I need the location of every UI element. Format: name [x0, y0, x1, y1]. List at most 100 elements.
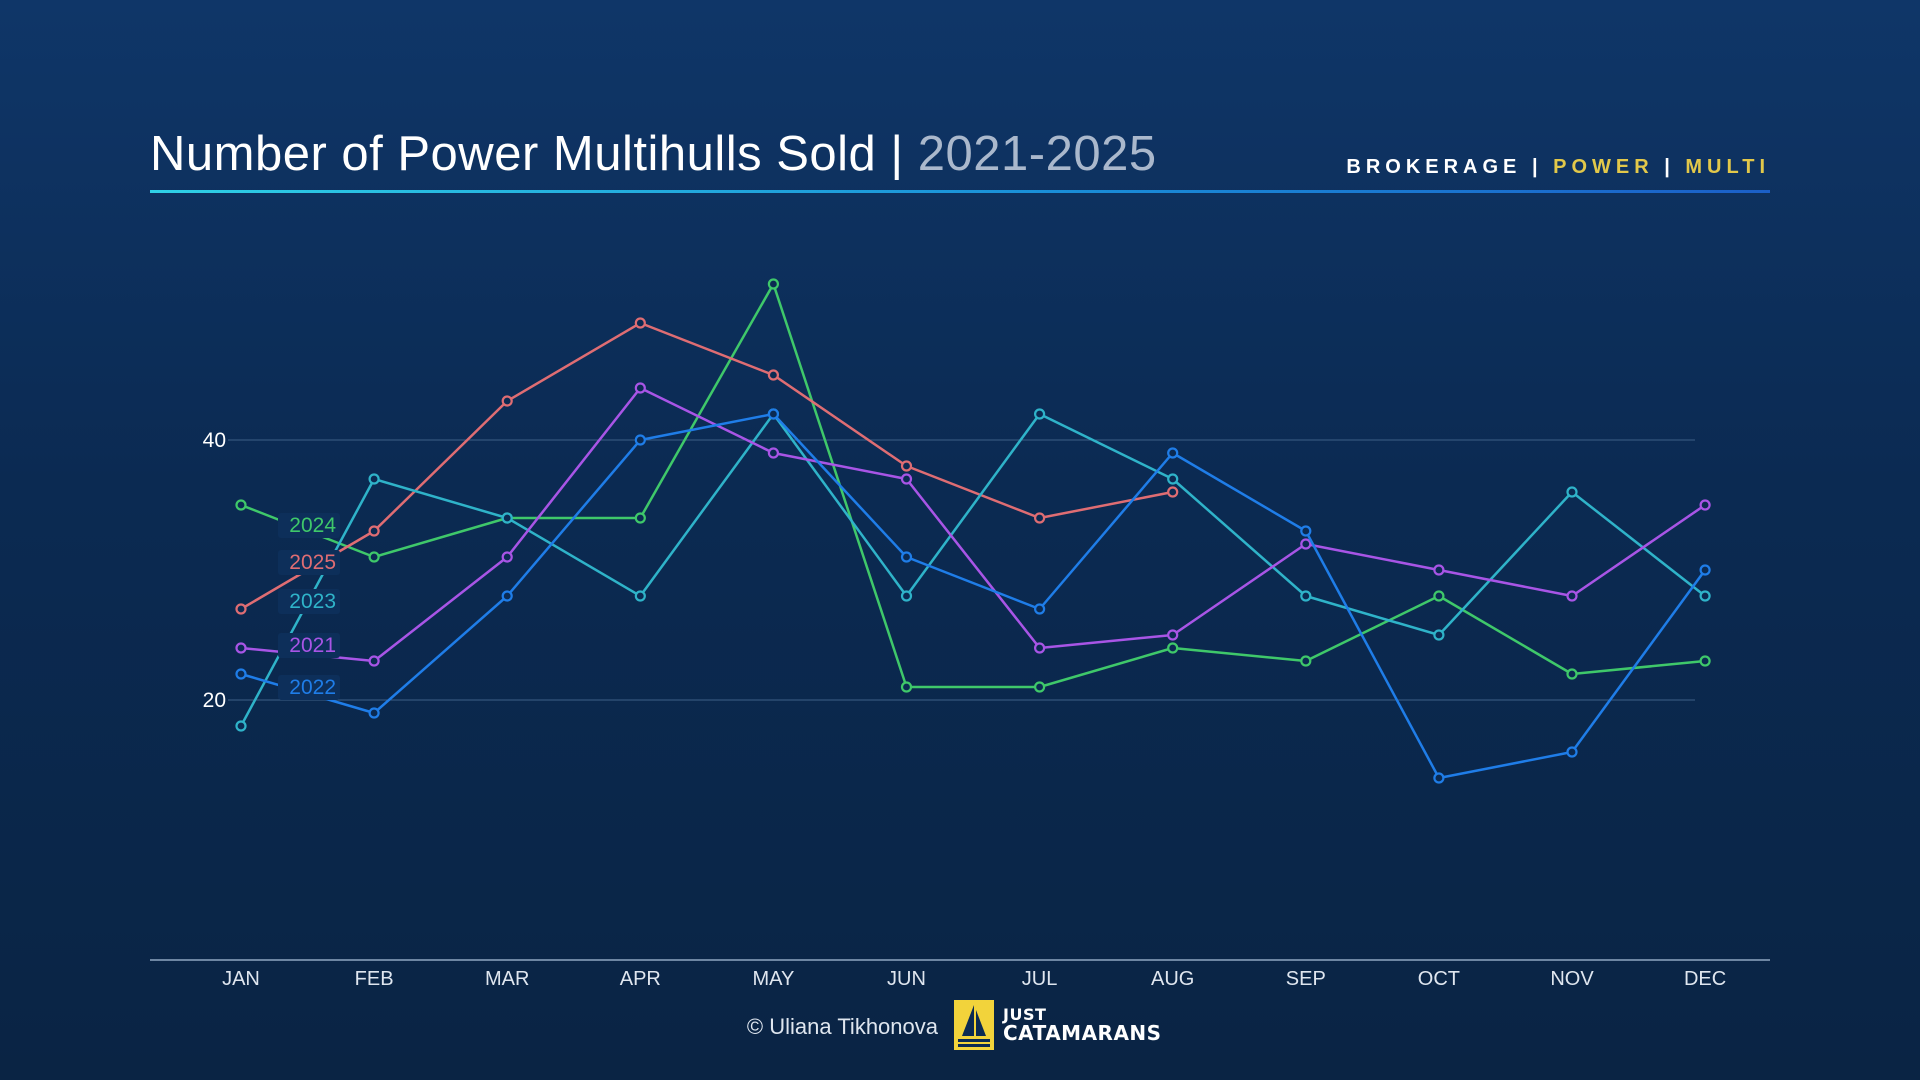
- x-tick-label: APR: [620, 968, 661, 990]
- data-point-2024: [1300, 655, 1312, 667]
- series-label-2025: 2025: [289, 551, 336, 574]
- title-years: 2021-2025: [917, 127, 1157, 181]
- data-point-2024: [1433, 590, 1445, 602]
- data-point-2021: [767, 447, 780, 459]
- data-point-2024: [1699, 655, 1711, 667]
- data-point-2023: [1167, 473, 1179, 485]
- data-point-2022: [1433, 772, 1445, 784]
- data-point-2025: [900, 460, 913, 472]
- data-point-2023: [1433, 629, 1445, 641]
- data-point-2021: [634, 382, 646, 394]
- tag-brokerage: BROKERAGE: [1346, 156, 1522, 178]
- data-point-2025: [235, 603, 247, 615]
- data-point-2022: [634, 434, 646, 446]
- chart-header: Number of Power Multihulls Sold | 2021-2…: [150, 126, 1770, 196]
- data-point-2025: [501, 395, 513, 407]
- data-point-2021: [900, 473, 913, 485]
- data-point-2024: [900, 681, 913, 693]
- data-point-2025: [1167, 486, 1179, 498]
- data-point-2024: [1033, 681, 1046, 693]
- data-point-2022: [900, 551, 913, 563]
- series-line-2022: [240, 412, 1707, 780]
- catamaran-logo-icon: [954, 1000, 994, 1050]
- data-point-2022: [235, 668, 247, 680]
- x-tick-label: NOV: [1550, 968, 1594, 990]
- data-point-2021: [235, 642, 247, 654]
- data-point-2021: [368, 655, 380, 667]
- x-tick-label: SEP: [1286, 968, 1326, 990]
- logo-line-2: CATAMARANS: [1003, 1021, 1162, 1045]
- series-label-bg: [278, 513, 340, 538]
- data-point-2024: [767, 278, 780, 290]
- series-label-2021: 2021: [289, 634, 336, 657]
- tag-multi: MULTI: [1685, 156, 1770, 178]
- data-point-2023: [900, 590, 913, 602]
- data-point-2023: [1699, 590, 1711, 602]
- chart-title: Number of Power Multihulls Sold | 2021-2…: [150, 126, 1157, 182]
- footer: © Uliana Tikhonova JUST CATAMARANS: [0, 1000, 1920, 1056]
- data-point-2025: [368, 525, 380, 537]
- x-tick-label: AUG: [1151, 968, 1194, 990]
- data-point-2025: [1033, 512, 1046, 524]
- category-tags: BROKERAGE | POWER | MULTI: [1346, 156, 1770, 179]
- data-point-2022: [1566, 746, 1578, 758]
- data-point-2021: [1300, 538, 1312, 550]
- data-point-2024: [368, 551, 380, 563]
- data-point-2023: [1033, 408, 1046, 420]
- data-point-2022: [1699, 564, 1711, 576]
- data-point-2021: [1033, 642, 1046, 654]
- data-point-2023: [501, 512, 513, 524]
- series-label-bg: [278, 675, 340, 700]
- x-tick-label: MAR: [485, 968, 529, 990]
- data-point-2021: [1566, 590, 1578, 602]
- data-point-2025: [767, 369, 780, 381]
- series-label-bg: [278, 633, 340, 658]
- data-point-2021: [1167, 629, 1179, 641]
- data-point-2022: [1300, 525, 1312, 537]
- data-point-2024: [1167, 642, 1179, 654]
- tag-power: POWER: [1553, 156, 1654, 178]
- y-tick-label: 40: [203, 429, 226, 452]
- x-tick-label: DEC: [1684, 968, 1726, 990]
- data-point-2022: [1167, 447, 1179, 459]
- series-label-2024: 2024: [289, 514, 336, 537]
- data-point-2025: [634, 317, 646, 329]
- series-line-2025: [240, 321, 1173, 611]
- series-label-bg: [278, 589, 340, 614]
- series-line-2023: [239, 412, 1706, 727]
- y-tick-label: 20: [203, 689, 226, 712]
- tag-separator: |: [1521, 156, 1554, 178]
- x-tick-label: JUL: [1022, 968, 1058, 990]
- series-line-2021: [240, 386, 1706, 663]
- series-label-2023: 2023: [289, 590, 336, 613]
- series-label-2022: 2022: [289, 676, 336, 699]
- header-rule: [150, 190, 1770, 193]
- data-point-2023: [1566, 486, 1578, 498]
- line-chart: 20 40 JAN FEB MAR APR MAY JUN JUL AUG SEP OCT NOV DEC…: [150, 278, 1770, 990]
- data-point-2021: [1433, 564, 1445, 576]
- data-point-2022: [767, 408, 780, 420]
- x-tick-label: JAN: [222, 968, 260, 990]
- x-tick-label: MAY: [752, 968, 794, 990]
- data-point-2024: [1566, 668, 1578, 680]
- logo-wordmark: JUST CATAMARANS: [1003, 1005, 1162, 1045]
- title-main: Number of Power Multihulls Sold: [150, 127, 877, 181]
- data-point-2023: [1300, 590, 1312, 602]
- data-point-2021: [1699, 499, 1711, 511]
- data-point-2022: [1033, 603, 1046, 615]
- title-separator: |: [876, 127, 918, 181]
- data-point-2024: [235, 499, 247, 511]
- data-point-2022: [501, 590, 513, 602]
- x-tick-label: FEB: [355, 968, 394, 990]
- logo-line-1: JUST: [1003, 1005, 1047, 1024]
- tag-separator: |: [1653, 156, 1686, 178]
- x-tick-label: JUN: [887, 968, 926, 990]
- series-label-bg: [278, 550, 340, 575]
- just-catamarans-logo: JUST CATAMARANS: [954, 1000, 1194, 1050]
- x-tick-label: OCT: [1418, 968, 1460, 990]
- data-point-2021: [501, 551, 513, 563]
- data-point-2022: [368, 707, 380, 719]
- data-point-2023: [235, 720, 247, 732]
- data-point-2023: [368, 473, 380, 485]
- data-point-2024: [634, 512, 646, 524]
